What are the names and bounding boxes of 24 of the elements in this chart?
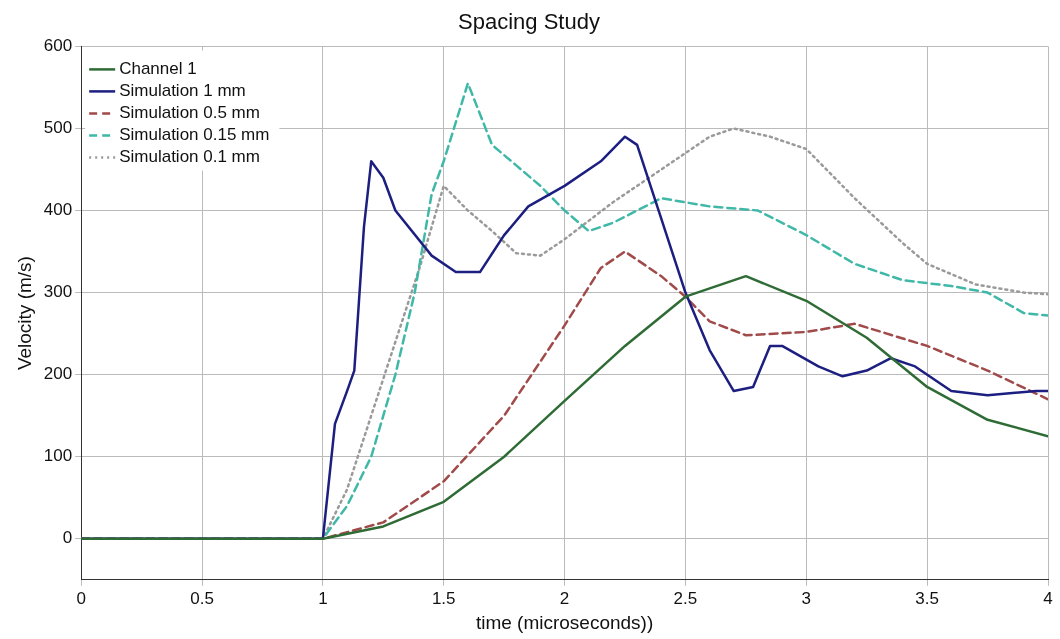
y-tick-label: 100 bbox=[43, 446, 73, 466]
x-tick-label: 2.5 bbox=[673, 588, 698, 608]
x-axis-title: time (microseconds)) bbox=[475, 611, 654, 633]
x-tick-label: 3 bbox=[801, 588, 812, 608]
y-tick-label: 500 bbox=[43, 118, 73, 138]
legend-label: Simulation 1 mm bbox=[119, 81, 246, 101]
y-tick-label: 600 bbox=[43, 36, 73, 56]
y-tick-label: 0 bbox=[62, 528, 73, 548]
y-tick-label: 200 bbox=[43, 364, 73, 384]
x-tick-label: 0 bbox=[76, 588, 86, 608]
legend-label: Simulation 0.5 mm bbox=[119, 103, 260, 123]
x-tick-label: 4 bbox=[1043, 588, 1053, 608]
y-axis-title: Velocity (m/s) bbox=[13, 256, 35, 371]
x-tick-label: 1.5 bbox=[431, 588, 456, 608]
x-tick-label: 3.5 bbox=[915, 588, 939, 608]
chart-title: Spacing Study bbox=[458, 9, 600, 35]
y-tick-label: 400 bbox=[43, 200, 73, 220]
y-tick-label: 300 bbox=[43, 282, 73, 302]
x-tick-label: 0.5 bbox=[190, 588, 214, 608]
x-tick-label: 1 bbox=[318, 588, 328, 608]
x-tick-label: 2 bbox=[559, 588, 570, 608]
legend-label: Simulation 0.1 mm bbox=[119, 147, 260, 167]
legend-label: Channel 1 bbox=[119, 59, 197, 79]
legend-label: Simulation 0.15 mm bbox=[119, 125, 270, 145]
